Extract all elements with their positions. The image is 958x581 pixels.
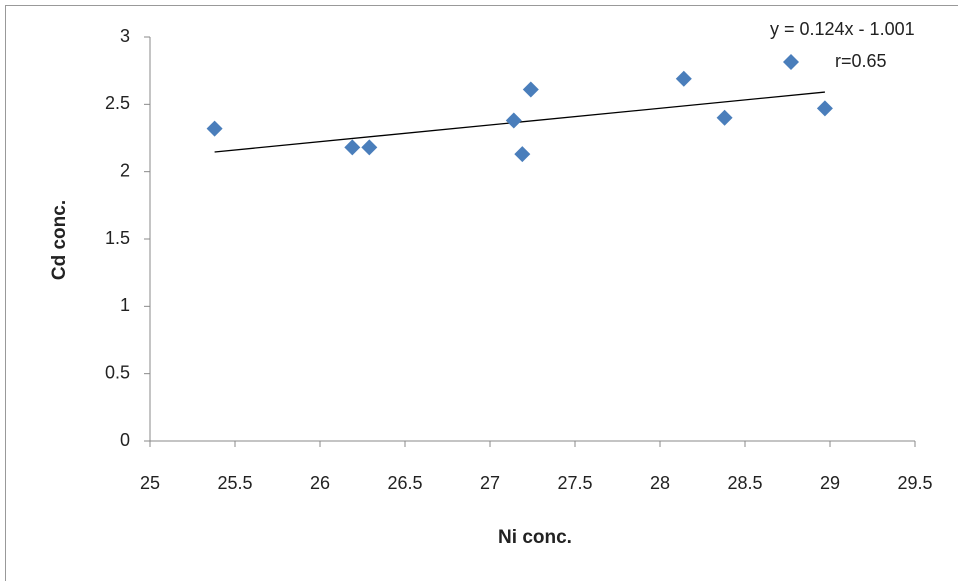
x-tick-label: 26.5 [387, 473, 422, 493]
point [675, 70, 692, 87]
annotation: y = 0.124x - 1.001 [770, 19, 915, 39]
y-tick-label: 1 [120, 295, 130, 315]
point [361, 139, 378, 156]
y-tick-label: 1.5 [105, 228, 130, 248]
y-tick-label: 0 [120, 430, 130, 450]
x-tick-label: 25 [140, 473, 160, 493]
frame [5, 5, 958, 581]
point [816, 100, 833, 117]
point [716, 109, 733, 126]
x-tick-label: 28.5 [727, 473, 762, 493]
legend-label: r=0.65 [835, 51, 887, 71]
x-tick-label: 29 [820, 473, 840, 493]
x-tick-label: 28 [650, 473, 670, 493]
point [514, 146, 531, 163]
y-tick-label: 3 [120, 26, 130, 46]
x-tick-label: 26 [310, 473, 330, 493]
y-tick-label: 2 [120, 160, 130, 180]
y-axis-title: Cd conc. [49, 200, 70, 280]
y-tick-label: 0.5 [105, 362, 130, 382]
point [206, 120, 223, 137]
y-tick-label: 2.5 [105, 93, 130, 113]
x-tick-label: 27.5 [557, 473, 592, 493]
x-axis-title: Ni conc. [498, 527, 572, 548]
x-tick-label: 25.5 [217, 473, 252, 493]
point [344, 139, 361, 156]
point [522, 81, 539, 98]
legend-marker [783, 54, 799, 70]
point [505, 112, 522, 129]
x-tick-label: 27 [480, 473, 500, 493]
x-tick-label: 29.5 [897, 473, 932, 493]
